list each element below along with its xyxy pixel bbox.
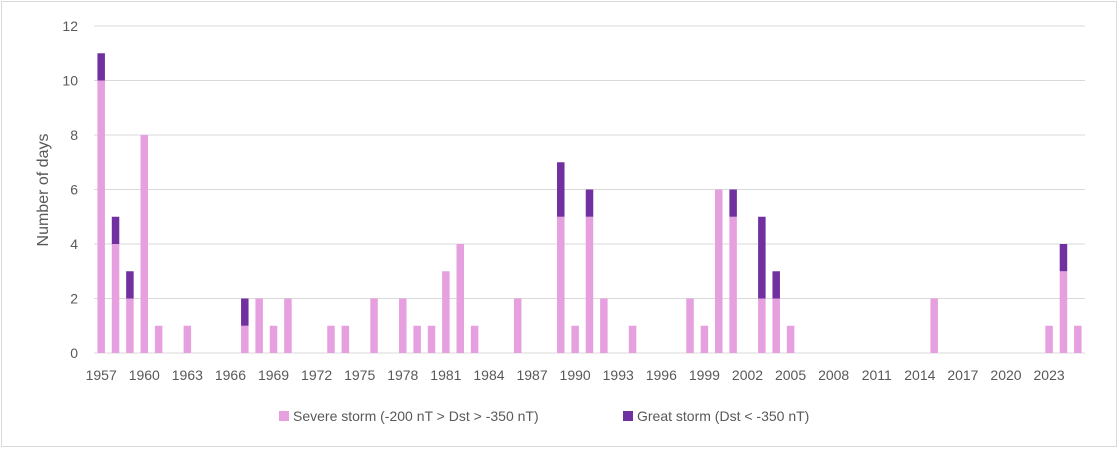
bar-great-1967	[241, 298, 249, 326]
x-tick-label: 1996	[646, 367, 677, 383]
bar-great-1989	[557, 162, 565, 217]
x-tick-label: 1960	[129, 367, 160, 383]
legend: Severe storm (-200 nT > Dst > -350 nT) G…	[279, 408, 809, 424]
x-tick-label: 1999	[689, 367, 720, 383]
legend-label-great: Great storm (Dst < -350 nT)	[637, 408, 809, 424]
x-tick-label: 1969	[258, 367, 289, 383]
bar-severe-1980	[427, 325, 436, 353]
y-axis-title: Number of days	[35, 134, 52, 247]
x-tick-label: 1993	[603, 367, 634, 383]
y-tick-label: 2	[70, 291, 78, 307]
x-tick-label: 1975	[344, 367, 375, 383]
bar-severe-1991	[585, 216, 594, 353]
bar-great-1959	[126, 271, 134, 299]
bar-severe-1959	[126, 298, 134, 353]
bar-severe-1961	[154, 325, 163, 353]
x-tick-label: 2020	[990, 367, 1021, 383]
bar-severe-1957	[97, 80, 105, 353]
bar-great-2003	[758, 216, 766, 299]
bar-severe-2003	[758, 298, 766, 353]
x-tick-label: 1981	[430, 367, 461, 383]
bar-severe-1958	[111, 244, 120, 353]
bar-severe-2015	[930, 298, 938, 353]
bar-great-2001	[729, 189, 737, 217]
bar-severe-1960	[140, 135, 149, 353]
x-tick-label: 1957	[86, 367, 117, 383]
y-axis-ticks: 0 2 4 6 8 10 12	[62, 18, 78, 361]
y-tick-label: 6	[70, 182, 78, 198]
bar-severe-1981	[442, 271, 450, 353]
bar-severe-1974	[341, 325, 350, 353]
x-tick-label: 1978	[387, 367, 418, 383]
bar-severe-2005	[786, 325, 795, 353]
bar-severe-2025	[1074, 325, 1082, 353]
bar-severe-1986	[513, 298, 522, 353]
bar-great-1958	[111, 216, 120, 244]
x-tick-label: 2002	[732, 367, 763, 383]
legend-swatch-severe	[279, 411, 289, 421]
y-tick-label: 10	[62, 73, 78, 89]
y-tick-label: 4	[70, 236, 78, 252]
x-tick-label: 1966	[215, 367, 246, 383]
x-tick-label: 2014	[904, 367, 935, 383]
bar-severe-1970	[284, 298, 292, 353]
bar-great-2024	[1059, 244, 1068, 272]
bar-severe-1968	[255, 298, 263, 353]
bar-severe-2001	[729, 216, 737, 353]
x-tick-label: 1990	[560, 367, 591, 383]
bar-severe-1982	[456, 244, 464, 353]
bar-severe-1983	[470, 325, 479, 353]
bar-severe-2004	[772, 298, 780, 353]
bar-severe-1979	[413, 325, 421, 353]
x-tick-label: 2011	[862, 367, 892, 383]
x-tick-label: 1984	[473, 367, 504, 383]
y-tick-label: 12	[62, 18, 78, 34]
x-tick-label: 2017	[947, 367, 978, 383]
bar-great-1991	[585, 189, 594, 217]
bar-severe-1999	[700, 325, 709, 353]
bar-severe-1978	[399, 298, 407, 353]
bar-great-2004	[772, 271, 780, 299]
legend-swatch-great	[623, 411, 633, 421]
bar-severe-1992	[600, 298, 608, 353]
x-tick-label: 2005	[775, 367, 806, 383]
y-tick-label: 8	[70, 127, 78, 143]
bar-severe-1963	[183, 325, 192, 353]
bar-severe-1967	[241, 325, 249, 353]
bar-severe-1989	[557, 216, 565, 353]
legend-label-severe: Severe storm (-200 nT > Dst > -350 nT)	[293, 408, 539, 424]
bar-severe-1969	[269, 325, 278, 353]
x-axis-ticks: 1957 1960 1963 1966 1969 1972 1975 1978 1981 1984…	[86, 367, 1065, 383]
bar-severe-1998	[686, 298, 694, 353]
bar-severe-1976	[370, 298, 378, 353]
bar-great-1957	[97, 53, 105, 81]
bar-severe-1973	[327, 325, 335, 353]
y-tick-label: 0	[70, 345, 78, 361]
x-tick-label: 1963	[172, 367, 203, 383]
bar-severe-2023	[1045, 325, 1053, 353]
x-tick-label: 2008	[818, 367, 849, 383]
bar-severe-1994	[628, 325, 637, 353]
x-tick-label: 2023	[1034, 367, 1065, 383]
x-tick-label: 1972	[301, 367, 332, 383]
bar-severe-1990	[571, 325, 579, 353]
bar-severe-2024	[1059, 271, 1068, 353]
bars	[97, 53, 1082, 353]
x-tick-label: 1987	[516, 367, 547, 383]
bar-severe-2000	[715, 189, 723, 353]
